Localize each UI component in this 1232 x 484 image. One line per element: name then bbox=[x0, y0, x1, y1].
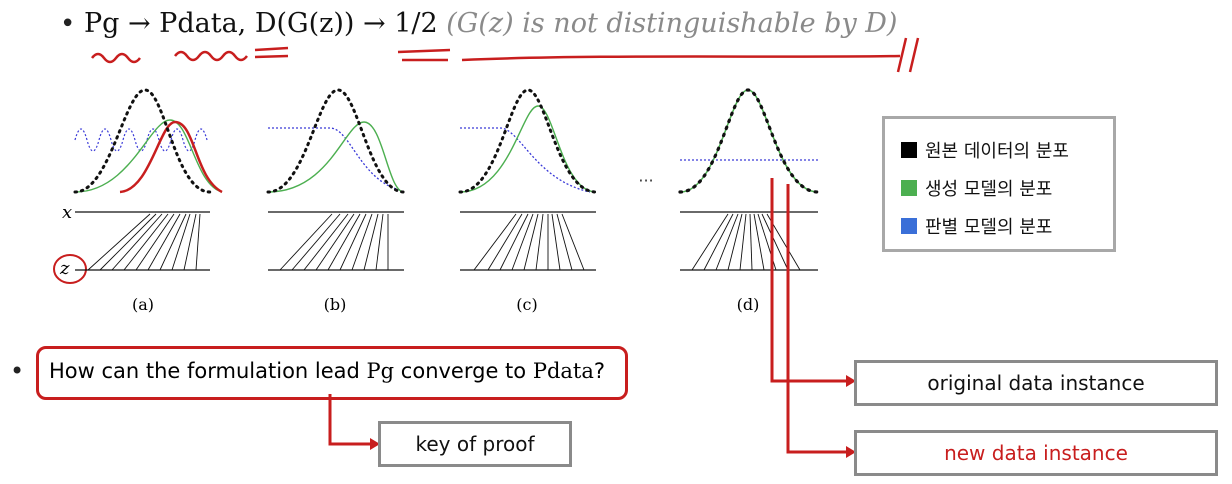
headline-formula: Pg → Pdata, D(G(z)) → 1/2 bbox=[83, 8, 438, 39]
panel-c: (c) bbox=[458, 88, 598, 314]
key-of-proof-box: key of proof bbox=[378, 421, 572, 467]
original-instance-box: original data instance bbox=[854, 360, 1218, 406]
arrow-heads bbox=[370, 375, 856, 458]
legend-item-discriminator: 판별 모델의 분포 bbox=[901, 213, 1052, 239]
discriminator-curve-a bbox=[74, 128, 208, 152]
panel-b: (b) bbox=[266, 88, 406, 314]
arrow-to-original bbox=[770, 178, 848, 383]
legend-swatch-black bbox=[901, 142, 917, 158]
data-curve-c bbox=[458, 88, 598, 194]
question-middle: converge to bbox=[394, 359, 533, 383]
red-annotation-curve-a bbox=[119, 120, 223, 194]
question-pdata: Pdata bbox=[532, 359, 594, 383]
headline-bullet: • bbox=[60, 9, 76, 39]
panel-label-a: (a) bbox=[132, 295, 154, 314]
discriminator-curve-b bbox=[268, 127, 401, 191]
legend-label: 생성 모델의 분포 bbox=[925, 179, 1053, 200]
panel-label-b: (b) bbox=[324, 295, 347, 314]
legend: 원본 데이터의 분포 생성 모델의 분포 판별 모델의 분포 bbox=[882, 116, 1116, 252]
arrow-to-key-of-proof bbox=[328, 394, 372, 446]
data-curve-a bbox=[73, 88, 212, 194]
generator-curve-b bbox=[267, 121, 405, 193]
mapping-arrows-a bbox=[87, 213, 201, 271]
legend-swatch-blue bbox=[901, 218, 917, 234]
panel-label-d: (d) bbox=[737, 295, 760, 314]
panel-d: (d) bbox=[678, 88, 820, 314]
ellipsis: ··· bbox=[638, 171, 653, 190]
legend-label: 판별 모델의 분포 bbox=[925, 217, 1053, 238]
legend-label: 원본 데이터의 분포 bbox=[925, 141, 1069, 162]
question-prefix: How can the formulation lead bbox=[49, 359, 367, 383]
question-suffix: ? bbox=[593, 359, 606, 383]
question-text: How can the formulation lead Pg converge… bbox=[49, 359, 605, 383]
legend-item-generator: 생성 모델의 분포 bbox=[901, 175, 1052, 201]
mapping-arrows-c bbox=[473, 213, 585, 271]
new-instance-box: new data instance bbox=[854, 430, 1218, 476]
arrow-to-new bbox=[786, 184, 848, 454]
axis-x-label: x bbox=[62, 202, 72, 223]
panel-a: (a) bbox=[73, 88, 223, 314]
z-circle-annotation bbox=[53, 254, 87, 284]
discriminator-curve-c bbox=[460, 127, 591, 193]
headline: • Pg → Pdata, D(G(z)) → 1/2 (G(z) is not… bbox=[60, 8, 897, 39]
callout-arrows bbox=[328, 178, 848, 454]
legend-swatch-green bbox=[901, 180, 917, 196]
mapping-arrows-b bbox=[279, 213, 389, 271]
axis-z-label: z bbox=[59, 258, 70, 279]
panel-label-c: (c) bbox=[516, 295, 537, 314]
headline-underlines bbox=[91, 37, 920, 73]
question-bullet: • bbox=[10, 357, 25, 385]
data-curve-b bbox=[266, 88, 406, 194]
legend-item-original: 원본 데이터의 분포 bbox=[901, 137, 1069, 163]
generator-curve-a bbox=[74, 119, 223, 193]
headline-note: (G(z) is not distinguishable by D) bbox=[446, 8, 898, 39]
question-pg: Pg bbox=[366, 359, 395, 383]
question-box: How can the formulation lead Pg converge… bbox=[36, 346, 628, 400]
data-curve-d bbox=[678, 88, 820, 194]
mapping-arrows-d bbox=[691, 213, 801, 271]
generator-curve-d bbox=[679, 89, 819, 193]
